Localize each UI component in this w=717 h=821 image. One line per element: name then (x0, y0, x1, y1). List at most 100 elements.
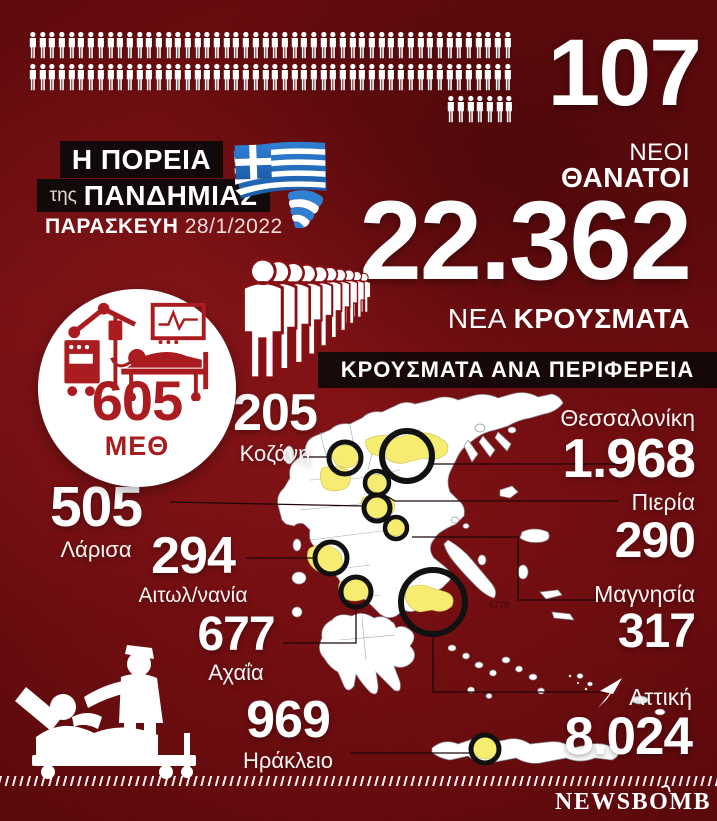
stat-value: 969 (246, 691, 331, 749)
person-icon (397, 63, 405, 91)
person-icon (126, 63, 133, 91)
brand-part2: MB (669, 789, 711, 815)
person-icon (388, 31, 395, 59)
person-icon (233, 31, 240, 59)
cases-label-prefix: ΝΕΑ (447, 303, 506, 334)
person-icon (310, 31, 317, 59)
person-icon (78, 63, 85, 91)
person-icon (262, 63, 269, 91)
bomb-o: O (649, 784, 672, 816)
person-icon (136, 63, 143, 91)
person-icon (407, 63, 414, 91)
cases-count: 22.362 (359, 178, 692, 303)
person-icon (436, 31, 443, 59)
person-icon (456, 31, 463, 59)
stat-pieria: Πιερία 290 (614, 489, 696, 568)
person-icon (136, 31, 143, 59)
person-icon (436, 63, 443, 91)
crowd-icon (241, 257, 371, 380)
person-icon (330, 63, 337, 91)
person-icon (223, 63, 230, 91)
title-line2-prefix: της (49, 184, 77, 206)
stat-label: Αιτωλ/νανία (138, 583, 248, 607)
person-icon (368, 31, 375, 59)
person-icon (175, 63, 182, 91)
person-icon (397, 31, 405, 59)
person-icon (446, 63, 453, 91)
person-icon (446, 31, 453, 59)
person-icon (116, 63, 124, 91)
person-icon (281, 63, 288, 91)
person-icon (465, 63, 472, 91)
stat-attiki: Αττική 8.024 (564, 684, 693, 763)
person-icon (281, 31, 288, 59)
icu-label: ΜΕΘ (104, 431, 170, 461)
person-icon (368, 63, 375, 91)
stat-value: 290 (614, 512, 696, 568)
cases-label: ΝΕΑ ΚΡΟΥΣΜΑΤΑ (448, 303, 690, 335)
person-icon (477, 95, 484, 123)
person-icon (475, 31, 482, 59)
person-icon (252, 63, 259, 91)
person-icon (407, 31, 414, 59)
person-icon (204, 63, 211, 91)
stat-value: 317 (617, 605, 696, 658)
stat-value: 294 (151, 527, 236, 585)
person-icon (485, 63, 492, 91)
pictogram-row (28, 94, 514, 126)
deaths-count: 107 (547, 20, 702, 126)
person-icon (97, 63, 104, 91)
person-icon (175, 31, 182, 59)
person-icon (49, 63, 56, 91)
person-icon (506, 95, 513, 123)
stat-magnisia: Μαγνησία 317 (594, 581, 696, 658)
person-icon (475, 63, 482, 91)
person-icon (456, 63, 463, 91)
person-icon (417, 31, 424, 59)
person-icon (58, 63, 65, 91)
person-icon (339, 31, 346, 59)
person-icon (146, 63, 153, 91)
title-line1: Η ΠΟΡΕΙΑ (60, 141, 223, 178)
person-icon (155, 63, 162, 91)
person-icon (97, 31, 104, 59)
newsbomb-logo[interactable]: NEWSBO MB (555, 784, 711, 816)
stat-irakleio: 969 Ηράκλειο (222, 691, 354, 774)
person-icon (87, 63, 95, 91)
stat-label: Μαγνησία (594, 581, 695, 607)
person-icon (494, 31, 501, 59)
person-icon (320, 63, 327, 91)
person-icon (242, 63, 250, 91)
person-icon (359, 31, 366, 59)
pictogram-row (28, 62, 514, 94)
person-icon (49, 31, 56, 59)
person-icon (29, 63, 36, 91)
person-icon (310, 63, 317, 91)
stat-value: 505 (49, 475, 143, 539)
person-icon (29, 31, 36, 59)
icu-badge: 605 ΜΕΘ (38, 289, 236, 487)
person-icon (291, 63, 298, 91)
person-icon (39, 63, 46, 91)
person-icon (242, 31, 250, 59)
person-icon (504, 31, 511, 59)
person-icon (184, 63, 191, 91)
person-icon (107, 63, 114, 91)
person-icon (467, 95, 474, 123)
person-icon (155, 31, 162, 59)
person-icon (165, 63, 172, 91)
person-icon (107, 31, 114, 59)
person-icon (58, 31, 65, 59)
person-icon (194, 63, 201, 91)
person-icon (291, 31, 298, 59)
person-icon (213, 63, 220, 91)
cases-label-main: ΚΡΟΥΣΜΑΤΑ (513, 303, 690, 334)
person-icon (223, 31, 230, 59)
stat-label: Ηράκλειο (242, 747, 334, 773)
person-icon (116, 31, 124, 59)
person-icon (494, 63, 501, 91)
stat-aitoloakarnania: 294 Αιτωλ/νανία (122, 527, 264, 608)
person-icon (39, 31, 46, 59)
person-icon (457, 95, 464, 123)
icu-count: 605 (91, 369, 183, 432)
